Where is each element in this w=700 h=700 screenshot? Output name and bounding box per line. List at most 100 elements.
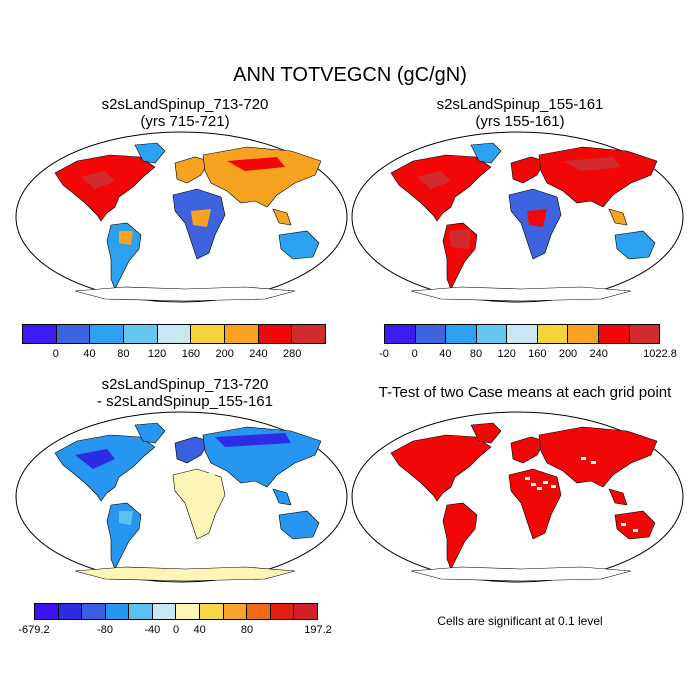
colorbar-swatch: [270, 604, 295, 619]
region-australia: [614, 510, 656, 540]
panel-3-title-line1: s2sLandSpinup_713-720: [101, 376, 269, 393]
panel-1-title-line1: s2sLandSpinup_713-720: [101, 96, 269, 113]
map-value-patch: [183, 473, 215, 489]
panel-2-title-line1: s2sLandSpinup_155-161: [436, 96, 604, 113]
map-value-patch: [215, 433, 291, 447]
region-australia: [278, 230, 320, 260]
colorbar-tick-label: 120: [147, 348, 167, 360]
colorbar-swatch: [629, 325, 660, 343]
region-asia: [538, 426, 658, 488]
region-antarctica: [74, 286, 296, 302]
region-greenland: [470, 422, 502, 444]
colorbar-ticks-panel-3: -679.2 -80 -40 0 40 80 197.2: [18, 624, 331, 640]
colorbar-swatch: [476, 325, 508, 343]
non-significant-cell: [591, 461, 596, 464]
colorbar-ticks-panel-1: 0 40 80 120 160 200 240 280: [22, 348, 326, 364]
region-europe: [174, 156, 210, 184]
region-africa: [508, 468, 562, 540]
non-significant-cell: [537, 487, 542, 490]
region-europe: [174, 436, 210, 464]
region-australia: [614, 230, 656, 260]
colorbar-swatch: [568, 325, 599, 343]
region-greenland: [134, 142, 166, 164]
map-value-patch: [191, 209, 211, 227]
map-value-patch: [563, 157, 621, 171]
colorbar-swatch: [200, 604, 224, 619]
colorbar-tick-label: 160: [181, 348, 201, 360]
region-northAmerica: [390, 434, 492, 502]
colorbar-swatch: [247, 604, 271, 619]
colorbar-tick-label: 80: [469, 348, 483, 360]
map-panel-2: [351, 131, 684, 303]
colorbar-tick-label: 200: [558, 348, 578, 360]
region-seAsia: [272, 208, 292, 226]
colorbar-tick-label: 160: [528, 348, 547, 360]
panel-1-title-line2: (yrs 715-721): [140, 113, 230, 130]
colorbar-panel-2: [384, 324, 660, 344]
map-value-patch: [527, 209, 547, 227]
region-greenland: [134, 422, 166, 444]
colorbar-swatch: [191, 325, 226, 343]
colorbar-panel-3: [34, 603, 318, 620]
colorbar-tick-label: 80: [240, 624, 254, 636]
colorbar-swatch: [56, 325, 91, 343]
colorbar-tick-label: 240: [589, 348, 608, 360]
colorbar-swatch: [225, 325, 259, 343]
colorbar-ticks-panel-2: -0 0 40 80 120 160 200 240 1022.8: [379, 348, 677, 364]
map-value-patch: [417, 171, 451, 189]
map-panel-3: [15, 411, 348, 583]
non-significant-cell: [633, 529, 638, 532]
region-southAmerica: [442, 502, 478, 570]
colorbar-swatch: [35, 604, 59, 619]
region-southAmerica: [106, 222, 142, 290]
colorbar-swatch: [90, 325, 125, 343]
region-antarctica: [410, 566, 632, 582]
non-significant-cell: [581, 457, 586, 460]
region-seAsia: [272, 488, 292, 506]
region-australia: [278, 510, 320, 540]
map-value-patch: [227, 157, 285, 171]
colorbar-swatch: [152, 604, 177, 619]
colorbar-tick-label: 0: [411, 348, 418, 360]
colorbar-tick-label: 40: [193, 624, 206, 636]
region-europe: [510, 436, 546, 464]
colorbar-tick-label: 80: [117, 348, 130, 360]
colorbar-swatch: [82, 604, 106, 619]
map-value-patch: [449, 229, 471, 249]
colorbar-tick-label: 240: [249, 348, 268, 360]
region-greenland: [470, 142, 502, 164]
non-significant-cell: [531, 483, 536, 486]
region-antarctica: [410, 286, 632, 302]
map-value-patch: [81, 171, 115, 189]
non-significant-cell: [621, 523, 626, 526]
non-significant-cell: [511, 467, 516, 470]
panel-3-title-line2: - s2sLandSpinup_155-161: [97, 393, 273, 410]
colorbar-tick-label: -0: [379, 348, 389, 360]
region-europe: [510, 156, 546, 184]
colorbar-tick-label: 0: [52, 348, 59, 360]
colorbar-swatch: [124, 325, 158, 343]
colorbar-swatch: [446, 325, 477, 343]
colorbar-swatch: [223, 604, 248, 619]
significance-note: Cells are significant at 0.1 level: [437, 614, 603, 628]
colorbar-swatch: [23, 325, 57, 343]
colorbar-swatch: [415, 325, 447, 343]
non-significant-cell: [543, 481, 548, 484]
colorbar-swatch: [176, 604, 201, 619]
map-value-patch: [75, 449, 115, 469]
main-title: ANN TOTVEGCN (gC/gN): [233, 64, 467, 86]
panel-4-title-line1: T-Test of two Case means at each grid po…: [378, 384, 672, 401]
colorbar-swatch: [294, 604, 317, 619]
region-northAmerica: [54, 434, 156, 502]
colorbar-tick-label: 40: [439, 348, 452, 360]
colorbar-swatch: [507, 325, 538, 343]
colorbar-swatch: [258, 325, 293, 343]
colorbar-swatch: [385, 325, 416, 343]
map-panel-4: [351, 411, 684, 583]
panel-1-title: s2sLandSpinup_713-720 (yrs 715-721): [25, 96, 345, 130]
panel-4-title: T-Test of two Case means at each grid po…: [355, 384, 695, 401]
non-significant-cell: [525, 477, 530, 480]
colorbar-tick-label: 120: [497, 348, 516, 360]
colorbar-tick-label: 40: [83, 348, 96, 360]
map-value-patch: [119, 511, 133, 525]
